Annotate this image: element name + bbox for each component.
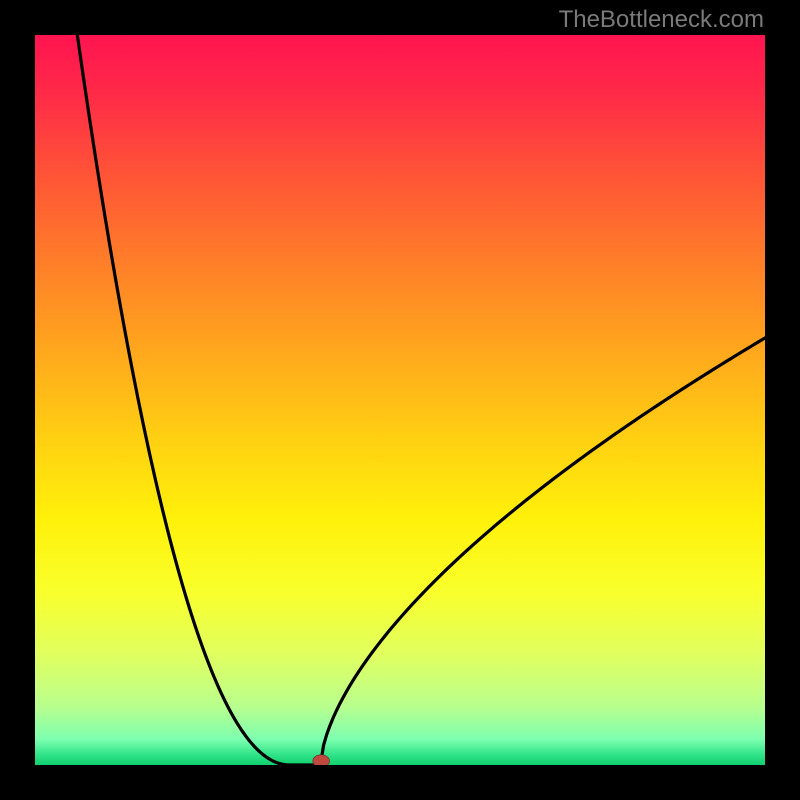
notch-marker <box>313 755 330 765</box>
chart-frame: TheBottleneck.com <box>0 0 800 800</box>
plot-area <box>35 35 765 765</box>
bottleneck-curve <box>35 35 765 765</box>
watermark-text: TheBottleneck.com <box>559 6 764 34</box>
